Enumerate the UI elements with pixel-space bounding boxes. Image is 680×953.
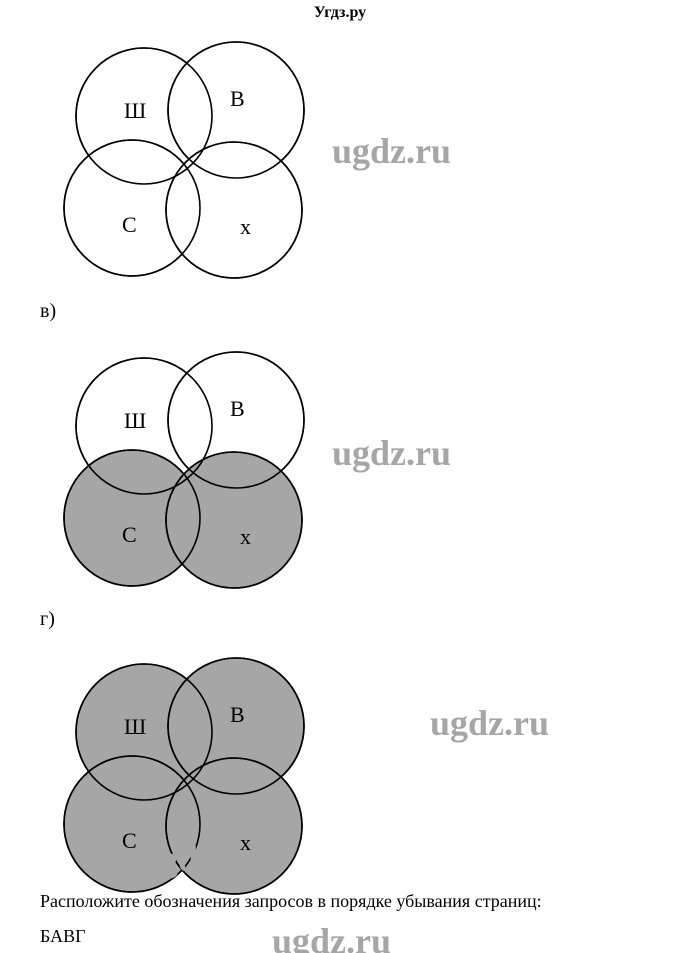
question-text: Расположите обозначения запросов в поряд… bbox=[40, 891, 542, 912]
watermark: ugdz.ru bbox=[430, 702, 549, 744]
watermark: ugdz.ru bbox=[272, 920, 391, 953]
venn-label-sh: Ш bbox=[124, 714, 146, 740]
watermark: ugdz.ru bbox=[332, 130, 451, 172]
venn-svg bbox=[36, 330, 336, 610]
watermark: ugdz.ru bbox=[332, 432, 451, 474]
watermark: ugdz.ru bbox=[140, 838, 259, 880]
venn-label-sh: Ш bbox=[124, 408, 146, 434]
venn-label-sh: Ш bbox=[124, 98, 146, 124]
venn-svg bbox=[36, 20, 336, 300]
venn-label-s: С bbox=[122, 522, 137, 548]
sublabel-v: в) bbox=[40, 300, 56, 323]
venn-label-v: В bbox=[230, 86, 245, 112]
venn-label-x: х bbox=[240, 524, 251, 550]
venn-label-s: С bbox=[122, 828, 137, 854]
venn-diagram: Ш В С х bbox=[36, 20, 316, 280]
venn-figure-v: Ш В С х bbox=[36, 330, 316, 590]
answer-text: БАВГ bbox=[40, 926, 86, 947]
venn-label-x: х bbox=[240, 214, 251, 240]
venn-label-s: С bbox=[122, 212, 137, 238]
venn-figure-b: Ш В С х bbox=[36, 20, 316, 280]
venn-label-v: В bbox=[230, 702, 245, 728]
venn-diagram: Ш В С х bbox=[36, 330, 316, 590]
venn-label-v: В bbox=[230, 396, 245, 422]
sublabel-g: г) bbox=[40, 608, 55, 631]
